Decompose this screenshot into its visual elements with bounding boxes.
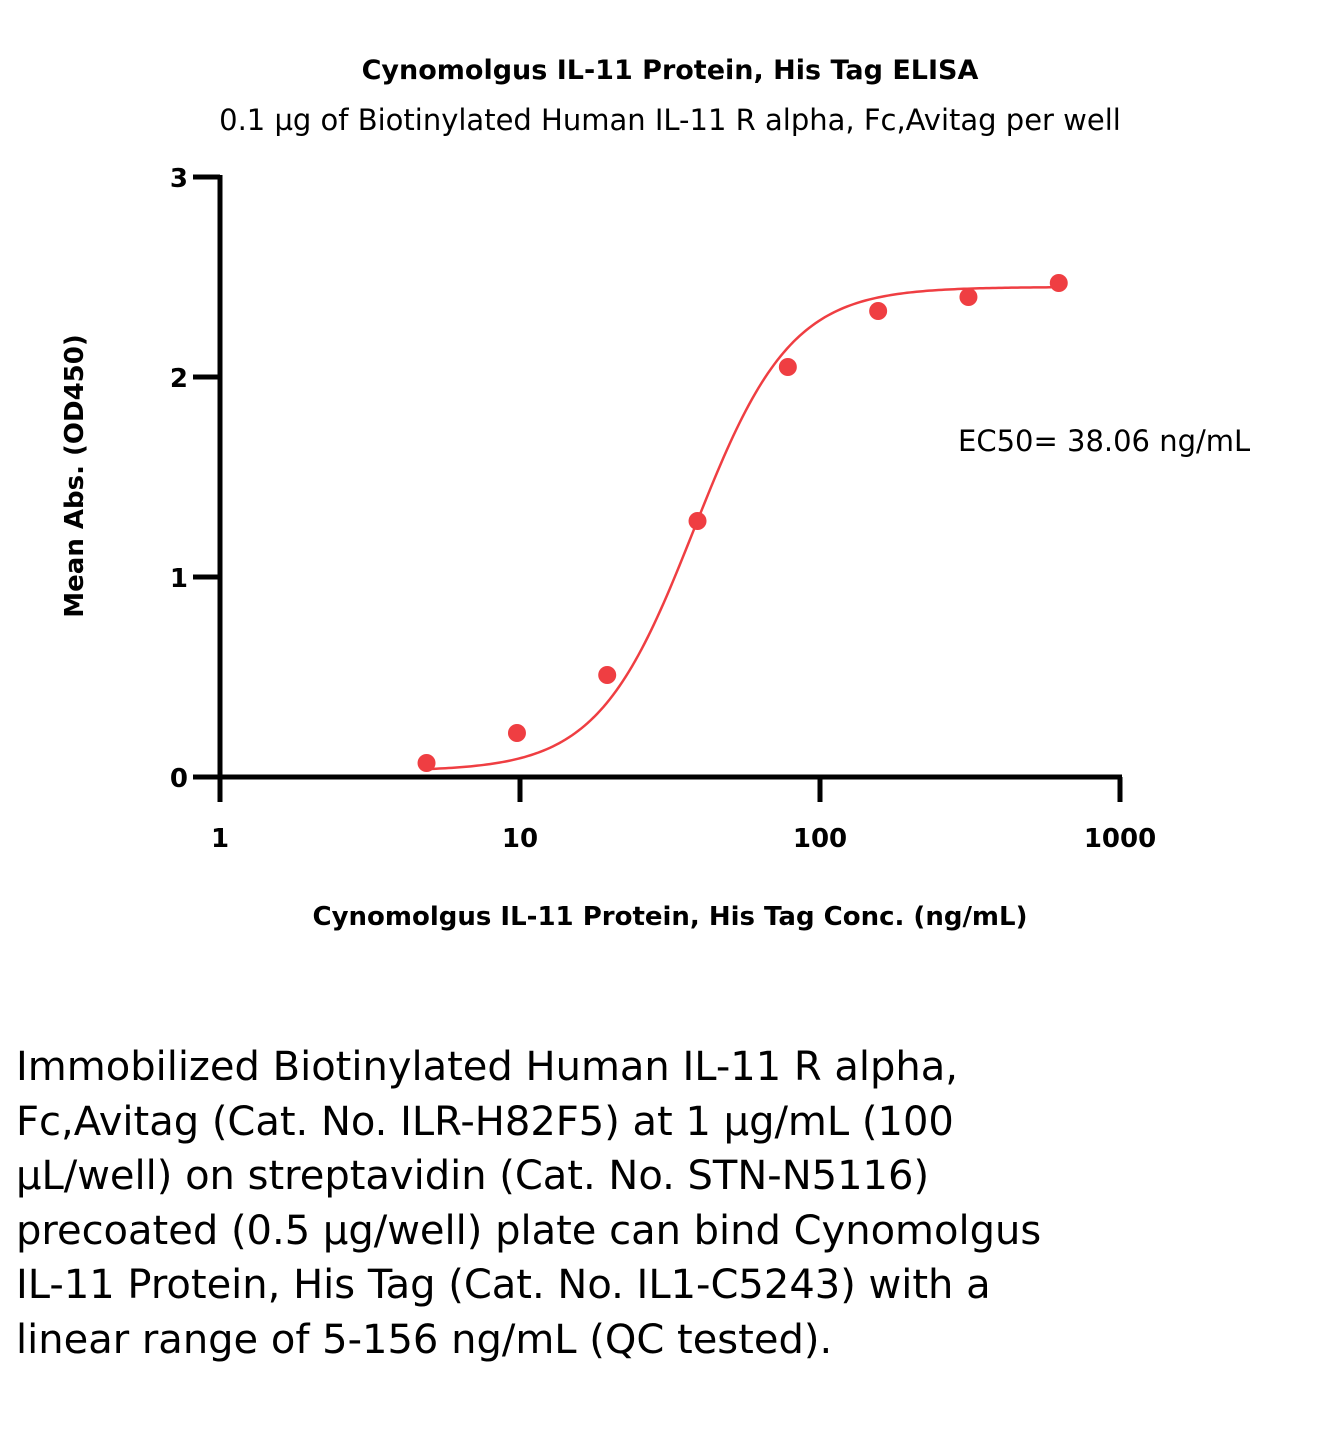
y-ticks: 0 1 2 3 xyxy=(170,164,220,794)
ec50-annotation: EC50= 38.06 ng/mL xyxy=(958,424,1250,458)
elisa-chart: Cynomolgus IL-11 Protein, His Tag ELISA … xyxy=(60,55,1250,932)
data-point xyxy=(778,358,797,376)
data-point xyxy=(959,288,978,306)
axes xyxy=(217,175,1122,780)
data-point xyxy=(1049,274,1068,292)
y-axis-label: Mean Abs. (OD450) xyxy=(60,334,90,617)
data-point xyxy=(688,512,707,530)
y-tick-label: 3 xyxy=(170,164,188,194)
x-tick-label: 1 xyxy=(211,824,229,854)
data-point xyxy=(869,302,888,320)
data-point xyxy=(417,754,436,772)
x-ticks: 1 10 100 1000 xyxy=(211,777,1156,854)
x-tick-label: 10 xyxy=(502,824,538,854)
fit-curve xyxy=(426,286,1059,771)
chart-title: Cynomolgus IL-11 Protein, His Tag ELISA xyxy=(362,55,979,86)
x-tick-label: 100 xyxy=(793,824,847,854)
data-point xyxy=(507,724,526,742)
chart-subtitle: 0.1 µg of Biotinylated Human IL-11 R alp… xyxy=(219,103,1121,137)
caption: Immobilized Biotinylated Human IL-11 R a… xyxy=(16,1044,1042,1363)
data-point xyxy=(598,666,617,684)
y-tick-label: 1 xyxy=(170,564,188,594)
data-points xyxy=(417,274,1068,772)
y-tick-label: 0 xyxy=(170,764,188,794)
y-tick-label: 2 xyxy=(170,364,188,394)
x-axis-label: Cynomolgus IL-11 Protein, His Tag Conc. … xyxy=(313,902,1028,932)
x-tick-label: 1000 xyxy=(1084,824,1156,854)
